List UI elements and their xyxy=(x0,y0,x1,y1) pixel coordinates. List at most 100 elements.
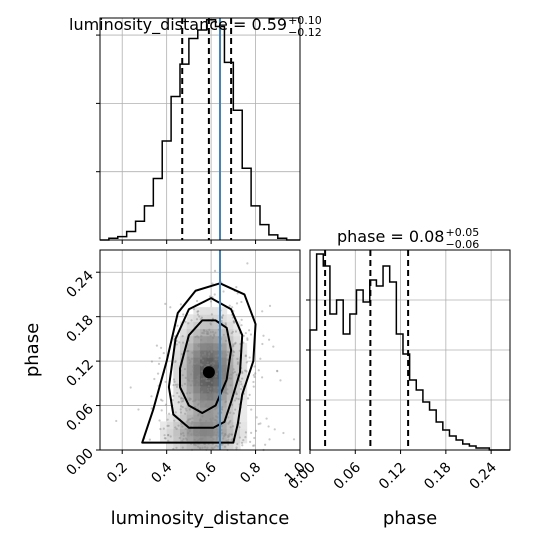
density-contour xyxy=(167,297,244,429)
scatter-point xyxy=(196,313,200,316)
density-cell xyxy=(213,378,221,387)
scatter-point xyxy=(188,361,191,365)
scatter-point xyxy=(185,392,189,395)
scatter-point xyxy=(224,401,227,404)
p1-grid xyxy=(100,18,300,240)
scatter-point xyxy=(207,363,211,367)
density-cell xyxy=(173,442,181,451)
density-cell xyxy=(240,435,248,444)
scatter-point xyxy=(180,422,183,425)
density-cell xyxy=(213,442,221,451)
scatter-point xyxy=(188,399,191,402)
scatter-point xyxy=(215,358,218,361)
scatter-point xyxy=(236,292,239,295)
scatter-point xyxy=(201,363,204,367)
scatter-point xyxy=(190,357,194,360)
scatter-point xyxy=(209,362,212,365)
scatter-point xyxy=(208,379,211,382)
density-cell xyxy=(193,421,201,430)
scatter-point xyxy=(235,397,238,400)
density-cell xyxy=(233,400,241,408)
density-cell xyxy=(173,421,181,430)
scatter-point xyxy=(222,437,225,440)
scatter-point xyxy=(192,369,195,372)
scatter-point xyxy=(249,440,252,443)
density-cell xyxy=(186,335,194,344)
density-cell xyxy=(186,435,194,444)
scatter-point xyxy=(282,431,285,435)
scatter-point xyxy=(195,361,199,364)
scatter-point xyxy=(240,441,244,444)
scatter-point xyxy=(246,397,250,400)
scatter-point xyxy=(246,337,249,340)
scatter-point xyxy=(196,310,199,313)
density-cell xyxy=(206,442,214,451)
scatter-point xyxy=(211,364,214,367)
scatter-point xyxy=(197,379,200,382)
scatter-point xyxy=(200,432,203,435)
scatter-point xyxy=(162,427,165,430)
scatter-point xyxy=(195,430,198,433)
scatter-point xyxy=(196,384,199,387)
phase-marginal-tick-labels: 0.00 0.06 0.12 0.18 0.24 xyxy=(285,450,500,493)
scatter-point xyxy=(200,370,203,373)
scatter-point xyxy=(202,332,205,335)
scatter-point xyxy=(195,355,198,359)
scatter-point xyxy=(168,412,171,415)
phase-marginal-tick-label: 0.18 xyxy=(421,460,454,493)
scatter-point xyxy=(182,431,185,435)
scatter-point xyxy=(184,437,188,440)
scatter-point xyxy=(226,350,230,354)
scatter-point xyxy=(268,304,272,307)
scatter-point xyxy=(226,392,229,395)
scatter-point xyxy=(199,422,202,425)
scatter-point xyxy=(201,414,204,418)
scatter-point xyxy=(177,401,180,404)
scatter-point xyxy=(235,393,238,396)
density-cell xyxy=(240,392,248,401)
density-cell xyxy=(233,392,241,401)
scatter-point xyxy=(210,350,213,354)
density-cell xyxy=(226,407,234,415)
scatter-point xyxy=(209,391,212,394)
scatter-point xyxy=(187,349,190,353)
scatter-point xyxy=(221,406,224,409)
density-cell xyxy=(180,357,188,365)
density-cell xyxy=(166,428,174,437)
density-cell xyxy=(200,371,208,380)
scatter-point xyxy=(201,446,204,449)
density-cell xyxy=(233,335,241,344)
density-cell xyxy=(213,428,221,437)
density-cell xyxy=(240,350,248,358)
density-cell xyxy=(220,428,228,437)
scatter-point xyxy=(179,408,182,411)
scatter-point xyxy=(206,344,209,347)
scatter-point xyxy=(254,429,258,432)
density-cell xyxy=(173,350,181,358)
scatter-point xyxy=(261,342,264,346)
density-cell xyxy=(206,357,214,365)
scatter-point xyxy=(211,447,215,450)
scatter-point xyxy=(203,353,207,356)
scatter-point xyxy=(264,443,267,446)
scatter-point xyxy=(261,376,264,379)
scatter-point xyxy=(200,398,203,402)
phase-marginal-tick-label: 0.24 xyxy=(467,459,500,492)
phase-marginal-tick-label: 0.06 xyxy=(331,459,364,492)
scatter-point xyxy=(194,405,197,409)
density-contours xyxy=(141,282,257,444)
density-cell xyxy=(200,328,208,337)
density-cell xyxy=(200,357,208,365)
scatter-point xyxy=(202,399,206,402)
density-cell xyxy=(226,364,234,372)
density-cell xyxy=(226,392,234,401)
scatter-point xyxy=(196,375,199,378)
density-cell xyxy=(186,357,194,365)
phase-tick-label: 0.12 xyxy=(63,357,96,390)
density-cell xyxy=(206,435,214,444)
scatter-point xyxy=(208,431,211,434)
scatter-point xyxy=(183,368,187,371)
scatter-point xyxy=(229,426,232,429)
luminosity-distance-tick-labels: 0.2 0.4 0.6 0.8 1.0 xyxy=(104,450,309,487)
scatter-point xyxy=(178,395,181,398)
